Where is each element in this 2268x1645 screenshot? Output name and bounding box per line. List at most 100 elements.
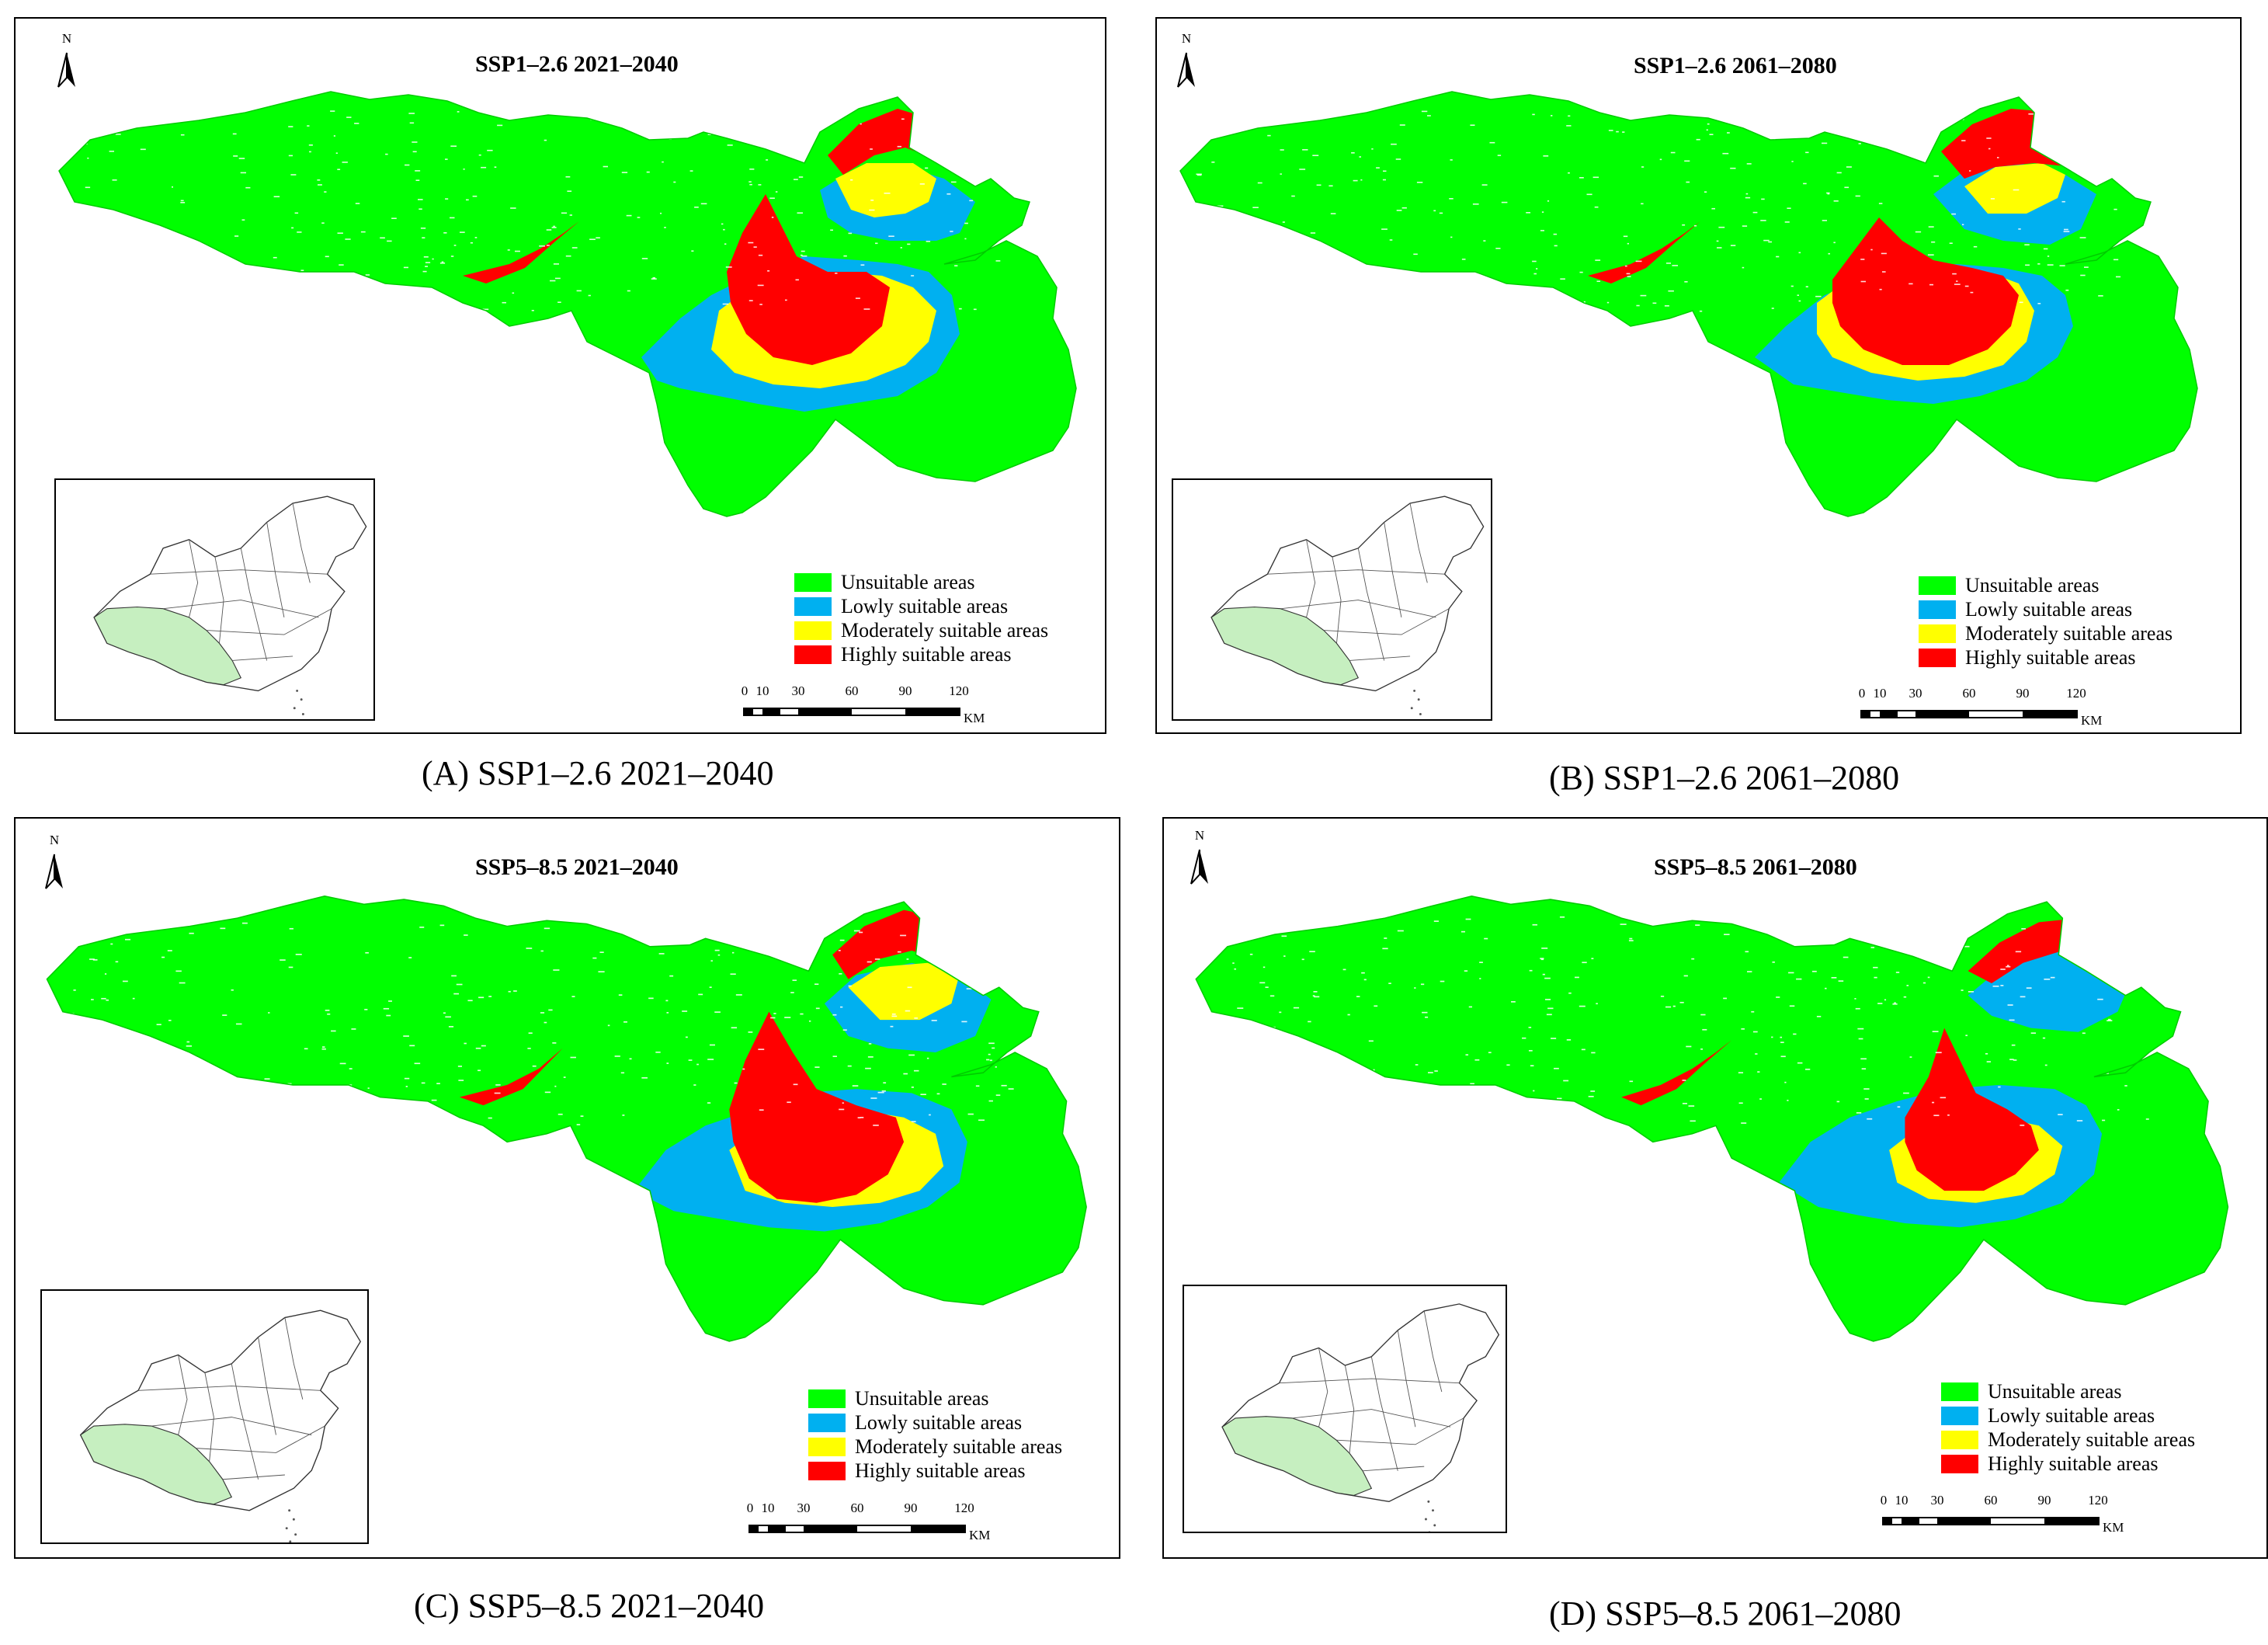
scale-tick-label: 60 <box>1984 1493 1998 1508</box>
legend-item: Unsuitable areas <box>1919 573 2172 597</box>
legend-item: Highly suitable areas <box>1919 645 2172 669</box>
map-title: SSP5–8.5 2061–2080 <box>1654 854 1857 880</box>
map-legend: Unsuitable areas Lowly suitable areas Mo… <box>808 1386 1062 1483</box>
scale-unit-label: KM <box>2081 713 2103 728</box>
scale-tick-label: 120 <box>2088 1493 2108 1508</box>
legend-swatch <box>1941 1430 1978 1449</box>
north-arrow-icon: N <box>1171 31 1202 93</box>
scale-tick-label: 60 <box>850 1501 864 1515</box>
legend-item: Unsuitable areas <box>1941 1379 2195 1403</box>
legend-swatch <box>1941 1406 1978 1425</box>
scale-tick-label: 0 <box>741 683 748 698</box>
scale-bar-graphic <box>743 708 960 716</box>
suitability-map <box>46 896 1087 1342</box>
legend-swatch <box>1919 624 1956 643</box>
legend-swatch <box>808 1437 846 1456</box>
study-area-outline <box>58 91 1077 517</box>
legend-swatch <box>808 1413 846 1432</box>
suitability-map <box>1195 896 2229 1342</box>
legend-item: Unsuitable areas <box>808 1386 1062 1410</box>
legend-item: Moderately suitable areas <box>1941 1428 2195 1452</box>
suitability-map <box>58 91 1077 517</box>
china-inset-map <box>1172 478 1492 722</box>
suitability-map <box>1179 91 2198 517</box>
china-inset-map <box>54 478 375 722</box>
scale-tick-label: 90 <box>2016 686 2030 701</box>
study-area-outline <box>46 896 1087 1342</box>
legend-swatch <box>794 645 832 664</box>
legend-item: Moderately suitable areas <box>808 1435 1062 1459</box>
legend-item: Lowly suitable areas <box>1919 597 2172 621</box>
map-title: SSP1–2.6 2021–2040 <box>475 51 679 77</box>
scale-bar-graphic <box>1860 710 2078 718</box>
scale-bar: 0 10 30 60 90 120 KM <box>1858 686 2124 740</box>
study-area-outline <box>1195 896 2229 1342</box>
china-inset-map <box>1183 1285 1507 1534</box>
legend-item: Lowly suitable areas <box>808 1410 1062 1435</box>
unsuitable-area-region <box>1196 896 2228 1341</box>
scale-tick-label: 0 <box>1880 1493 1888 1508</box>
scale-tick-label: 120 <box>954 1501 974 1515</box>
highly-suitable-region <box>1588 109 2127 365</box>
legend-swatch <box>794 621 832 640</box>
scale-tick-label: 120 <box>2066 686 2086 701</box>
scale-tick-label: 30 <box>797 1501 811 1515</box>
scale-tick-label: 30 <box>1909 686 1922 701</box>
highly-suitable-region <box>1621 918 2126 1191</box>
scale-bar-graphic <box>748 1525 966 1533</box>
legend-swatch <box>794 596 832 616</box>
china-outline-icon <box>1221 1303 1500 1534</box>
scale-tick-label: 90 <box>904 1501 918 1515</box>
scale-tick-label: 10 <box>1873 686 1887 701</box>
china-outline-icon <box>79 1309 362 1543</box>
scale-tick-label: 120 <box>949 683 969 698</box>
legend-item: Moderately suitable areas <box>794 618 1048 642</box>
scale-tick-label: 30 <box>1930 1493 1944 1508</box>
unsuitable-area-region <box>59 92 1076 516</box>
legend-swatch <box>794 572 832 592</box>
legend-item: Moderately suitable areas <box>1919 621 2172 645</box>
map-legend: Unsuitable areas Lowly suitable areas Mo… <box>1919 573 2172 669</box>
scale-bar: 0 10 30 60 90 120 KM <box>1880 1493 2146 1547</box>
china-outline-icon <box>1210 496 1485 722</box>
legend-item: Lowly suitable areas <box>1941 1403 2195 1428</box>
scale-tick-label: 90 <box>898 683 912 698</box>
north-arrow-icon: N <box>39 833 70 895</box>
figure-caption: (A) SSP1–2.6 2021–2040 <box>422 754 774 792</box>
map-title: SSP5–8.5 2021–2040 <box>475 854 679 880</box>
legend-item: Highly suitable areas <box>808 1459 1062 1483</box>
legend-swatch <box>1941 1454 1978 1473</box>
china-inset-map <box>40 1289 369 1544</box>
figure-caption: (B) SSP1–2.6 2061–2080 <box>1549 759 1900 797</box>
legend-item: Lowly suitable areas <box>794 594 1048 618</box>
china-outline-icon <box>93 496 367 722</box>
scale-unit-label: KM <box>969 1528 991 1542</box>
scale-tick-label: 10 <box>761 1501 775 1515</box>
scale-tick-label: 0 <box>746 1501 754 1515</box>
map-legend: Unsuitable areas Lowly suitable areas Mo… <box>794 570 1048 666</box>
study-area-outline <box>1179 91 2198 517</box>
figure-caption: (D) SSP5–8.5 2061–2080 <box>1549 1595 1902 1633</box>
legend-swatch <box>808 1461 846 1480</box>
scale-bar: 0 10 30 60 90 120 KM <box>746 1501 1012 1555</box>
highly-suitable-region <box>459 909 1016 1203</box>
scale-bar-graphic <box>1882 1517 2100 1525</box>
scale-tick-label: 10 <box>1895 1493 1909 1508</box>
legend-swatch <box>1919 576 1956 595</box>
scale-tick-label: 60 <box>845 683 859 698</box>
scale-unit-label: KM <box>2103 1520 2124 1535</box>
legend-swatch <box>1919 648 1956 667</box>
highly-suitable-region <box>463 109 999 365</box>
legend-swatch <box>1919 600 1956 619</box>
scale-tick-label: 90 <box>2037 1493 2051 1508</box>
legend-swatch <box>808 1389 846 1408</box>
map-legend: Unsuitable areas Lowly suitable areas Mo… <box>1941 1379 2195 1476</box>
scale-tick-label: 60 <box>1962 686 1976 701</box>
map-title: SSP1–2.6 2061–2080 <box>1634 53 1837 78</box>
scale-tick-label: 0 <box>1858 686 1866 701</box>
legend-item: Highly suitable areas <box>1941 1452 2195 1476</box>
scale-tick-label: 10 <box>755 683 769 698</box>
legend-item: Unsuitable areas <box>794 570 1048 594</box>
scale-tick-label: 30 <box>791 683 805 698</box>
legend-swatch <box>1941 1382 1978 1401</box>
